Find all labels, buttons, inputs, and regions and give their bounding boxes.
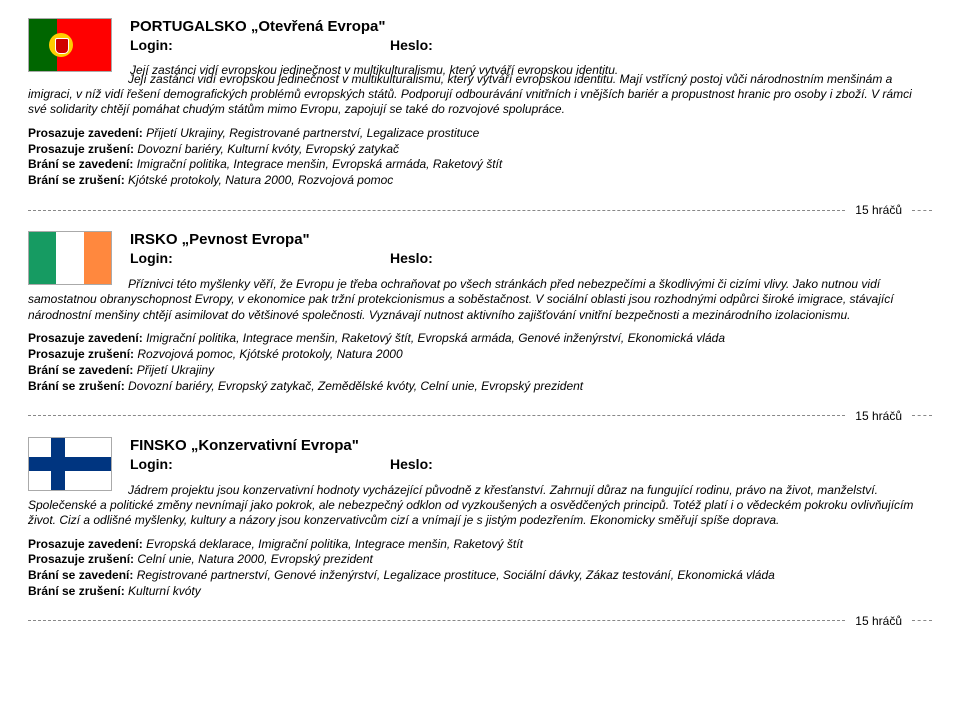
policy-line: Prosazuje zrušení: Dovozní bariéry, Kult… bbox=[28, 142, 932, 158]
country-entry: PORTUGALSKO „Otevřená Evropa" Login: Hes… bbox=[28, 18, 932, 189]
country-title: PORTUGALSKO „Otevřená Evropa" bbox=[130, 18, 932, 35]
policy-line: Prosazuje zrušení: Rozvojová pomoc, Kjót… bbox=[28, 347, 932, 363]
login-label: Login: bbox=[130, 456, 390, 472]
divider: 15 hráčů bbox=[28, 614, 932, 628]
divider: 15 hráčů bbox=[28, 203, 932, 217]
password-label: Heslo: bbox=[390, 37, 433, 53]
country-title: FINSKO „Konzervativní Evropa" bbox=[130, 437, 932, 454]
player-count: 15 hráčů bbox=[845, 614, 912, 628]
login-row: Login: Heslo: bbox=[130, 37, 932, 53]
country-entry: FINSKO „Konzervativní Evropa" Login: Hes… bbox=[28, 437, 932, 600]
login-label: Login: bbox=[130, 37, 390, 53]
login-label: Login: bbox=[130, 250, 390, 266]
header-text-block: FINSKO „Konzervativní Evropa" Login: Hes… bbox=[130, 437, 932, 472]
flag-finland bbox=[28, 437, 112, 491]
flag-portugal bbox=[28, 18, 112, 72]
policy-line: Prosazuje zrušení: Celní unie, Natura 20… bbox=[28, 552, 932, 568]
entry-header: PORTUGALSKO „Otevřená Evropa" Login: Hes… bbox=[28, 18, 932, 78]
header-text-block: IRSKO „Pevnost Evropa" Login: Heslo: bbox=[130, 231, 932, 266]
player-count: 15 hráčů bbox=[845, 409, 912, 423]
policy-line: Brání se zrušení: Dovozní bariéry, Evrop… bbox=[28, 379, 932, 395]
description-text: Jádrem projektu jsou konzervativní hodno… bbox=[28, 483, 932, 529]
policy-line: Brání se zavedení: Imigrační politika, I… bbox=[28, 157, 932, 173]
policy-line: Prosazuje zavedení: Imigrační politika, … bbox=[28, 331, 932, 347]
policy-line: Brání se zavedení: Registrované partners… bbox=[28, 568, 932, 584]
player-count: 15 hráčů bbox=[845, 203, 912, 217]
login-row: Login: Heslo: bbox=[130, 250, 932, 266]
login-row: Login: Heslo: bbox=[130, 456, 932, 472]
header-text-block: PORTUGALSKO „Otevřená Evropa" Login: Hes… bbox=[130, 18, 932, 78]
flag-ireland bbox=[28, 231, 112, 285]
policy-line: Brání se zavedení: Přijetí Ukrajiny bbox=[28, 363, 932, 379]
country-title: IRSKO „Pevnost Evropa" bbox=[130, 231, 932, 248]
policy-line: Prosazuje zavedení: Přijetí Ukrajiny, Re… bbox=[28, 126, 932, 142]
policy-line: Brání se zrušení: Kulturní kvóty bbox=[28, 584, 932, 600]
policy-line: Brání se zrušení: Kjótské protokoly, Nat… bbox=[28, 173, 932, 189]
description-text: Její zastánci vidí evropskou jedinečnost… bbox=[28, 72, 932, 118]
password-label: Heslo: bbox=[390, 456, 433, 472]
country-entry: IRSKO „Pevnost Evropa" Login: Heslo: Pří… bbox=[28, 231, 932, 394]
divider: 15 hráčů bbox=[28, 409, 932, 423]
policy-line: Prosazuje zavedení: Evropská deklarace, … bbox=[28, 537, 932, 553]
description-text: Příznivci této myšlenky věří, že Evropu … bbox=[28, 277, 932, 323]
password-label: Heslo: bbox=[390, 250, 433, 266]
